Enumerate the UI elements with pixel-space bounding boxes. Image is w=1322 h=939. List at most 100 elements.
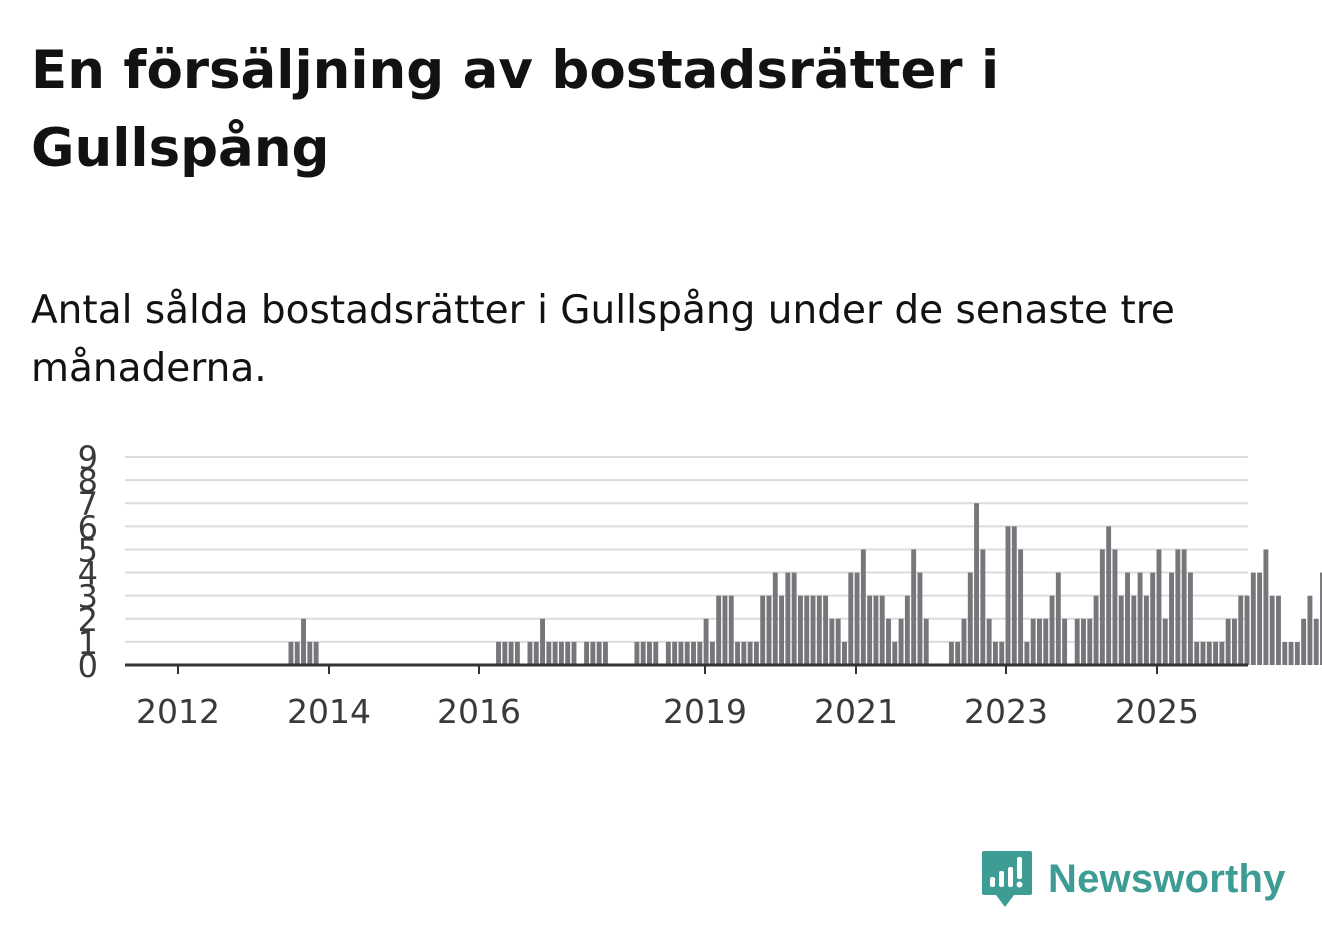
bar (766, 595, 772, 665)
bar (678, 641, 684, 665)
bar (672, 641, 678, 665)
brand-logo: Newsworthy (980, 849, 1286, 909)
bar (992, 641, 998, 665)
bar (596, 641, 602, 665)
bar (961, 618, 967, 665)
bar (1049, 595, 1055, 665)
bar (873, 595, 879, 665)
bar (904, 595, 910, 665)
bar (1112, 549, 1118, 665)
bar (691, 641, 696, 665)
bar (955, 641, 961, 665)
bar (986, 618, 992, 665)
bar (1288, 641, 1294, 665)
y-tick-label: 2 (78, 601, 98, 639)
bar (508, 641, 514, 665)
bar (1106, 526, 1112, 665)
x-tick-label: 2019 (663, 692, 747, 731)
bar (647, 641, 652, 665)
bar (294, 641, 300, 665)
bar (552, 641, 558, 665)
bar (640, 641, 646, 665)
bar (1232, 618, 1237, 665)
bar (1187, 572, 1193, 665)
bar (860, 549, 866, 665)
bar (848, 572, 854, 665)
bar (1125, 572, 1130, 665)
bar (584, 641, 590, 665)
bar (603, 641, 608, 665)
bar (558, 641, 564, 665)
bar (886, 618, 891, 665)
bar (1037, 618, 1042, 665)
bar (1150, 572, 1156, 665)
bar (502, 641, 508, 665)
bar (967, 572, 973, 665)
bar (1055, 572, 1061, 665)
x-tick-label: 2023 (964, 692, 1048, 731)
bar (923, 618, 929, 665)
bar (1181, 549, 1187, 665)
bar (810, 595, 816, 665)
bar (1143, 595, 1149, 665)
y-tick-label: 1 (78, 624, 98, 662)
bar (313, 641, 319, 665)
bar (747, 641, 753, 665)
bar (1081, 618, 1086, 665)
bar (867, 595, 873, 665)
bar (634, 641, 640, 665)
bar (1257, 572, 1263, 665)
bar (816, 595, 822, 665)
bar (1175, 549, 1181, 665)
bar (665, 641, 671, 665)
bar (779, 595, 785, 665)
bar (1269, 595, 1275, 665)
y-tick-label: 5 (78, 531, 98, 569)
bar (1307, 595, 1313, 665)
bar (496, 641, 501, 665)
bar (1276, 595, 1281, 665)
y-tick-label: 7 (78, 485, 98, 523)
bar (722, 595, 728, 665)
chart-title: En försäljning av bostadsrätter i Gullsp… (31, 40, 1000, 179)
bar (999, 641, 1005, 665)
bar (533, 641, 539, 665)
bar (1005, 526, 1011, 665)
bar (829, 618, 835, 665)
bar (1200, 641, 1206, 665)
bar (1301, 618, 1307, 665)
x-tick-label: 2012 (136, 692, 220, 731)
y-tick-label: 0 (78, 647, 98, 685)
bar (753, 641, 759, 665)
bars (288, 503, 1322, 665)
y-tick-label: 6 (78, 508, 98, 546)
bar (514, 641, 520, 665)
bar (823, 595, 829, 665)
bar (1074, 618, 1080, 665)
bar (728, 595, 734, 665)
bar (288, 641, 294, 665)
bar (1263, 549, 1269, 665)
bar (1043, 618, 1049, 665)
bar (1030, 618, 1036, 665)
bar (785, 572, 791, 665)
bar (1018, 549, 1024, 665)
bar (1087, 618, 1093, 665)
bar (709, 641, 715, 665)
bar (1313, 618, 1319, 665)
bar (565, 641, 571, 665)
bar (835, 618, 841, 665)
bar (892, 641, 898, 665)
bar (854, 572, 860, 665)
bar (1024, 641, 1030, 665)
bar (590, 641, 596, 665)
bar (1137, 572, 1143, 665)
bar (898, 618, 904, 665)
bar (1011, 526, 1017, 665)
bar (697, 641, 703, 665)
x-tick-label: 2021 (814, 692, 898, 731)
bar (1294, 641, 1300, 665)
bar (1093, 595, 1099, 665)
